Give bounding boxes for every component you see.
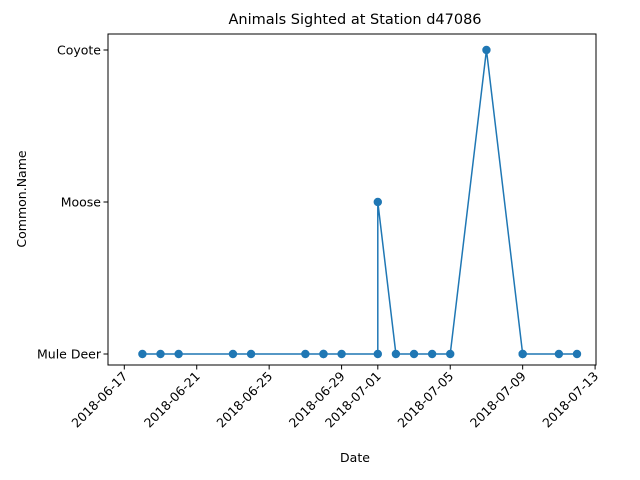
x-axis: 2018-06-17 2018-06-21 2018-06-25 2018-06-29… [68, 365, 601, 430]
data-point [391, 349, 401, 359]
x-tick-label: 2018-06-25 [213, 369, 275, 431]
data-point [446, 349, 455, 359]
data-point [518, 349, 527, 359]
x-axis-label: Date [340, 450, 370, 465]
data-point [409, 349, 419, 359]
data-point [373, 197, 382, 207]
y-tick-label: Mule Deer [37, 347, 102, 362]
data-point [482, 45, 491, 55]
y-axis-label: Common.Name [14, 150, 29, 247]
axes-frame [107, 33, 597, 366]
series-line [142, 49, 577, 355]
x-tick-label: 2018-07-09 [467, 368, 529, 430]
y-axis: Mule Deer Moose Coyote [37, 43, 108, 362]
plot-area [138, 45, 582, 359]
data-point [301, 349, 310, 359]
data-point [572, 349, 582, 359]
chart-title: Animals Sighted at Station d47086 [228, 12, 481, 28]
y-tick-label: Coyote [57, 43, 101, 58]
data-point [337, 349, 346, 359]
data-point [373, 349, 382, 359]
data-point [246, 349, 256, 359]
data-point [156, 349, 165, 359]
data-point [427, 349, 437, 359]
y-tick-label: Moose [61, 195, 102, 210]
x-tick-label: 2018-07-13 [539, 369, 601, 431]
x-tick-label: 2018-06-17 [68, 369, 130, 431]
data-point [319, 349, 328, 359]
x-tick-label: 2018-06-21 [141, 369, 203, 431]
data-point [228, 349, 238, 359]
data-point [138, 349, 147, 359]
x-tick-label: 2018-07-05 [394, 369, 456, 431]
data-point [174, 349, 183, 359]
data-point [554, 349, 564, 359]
